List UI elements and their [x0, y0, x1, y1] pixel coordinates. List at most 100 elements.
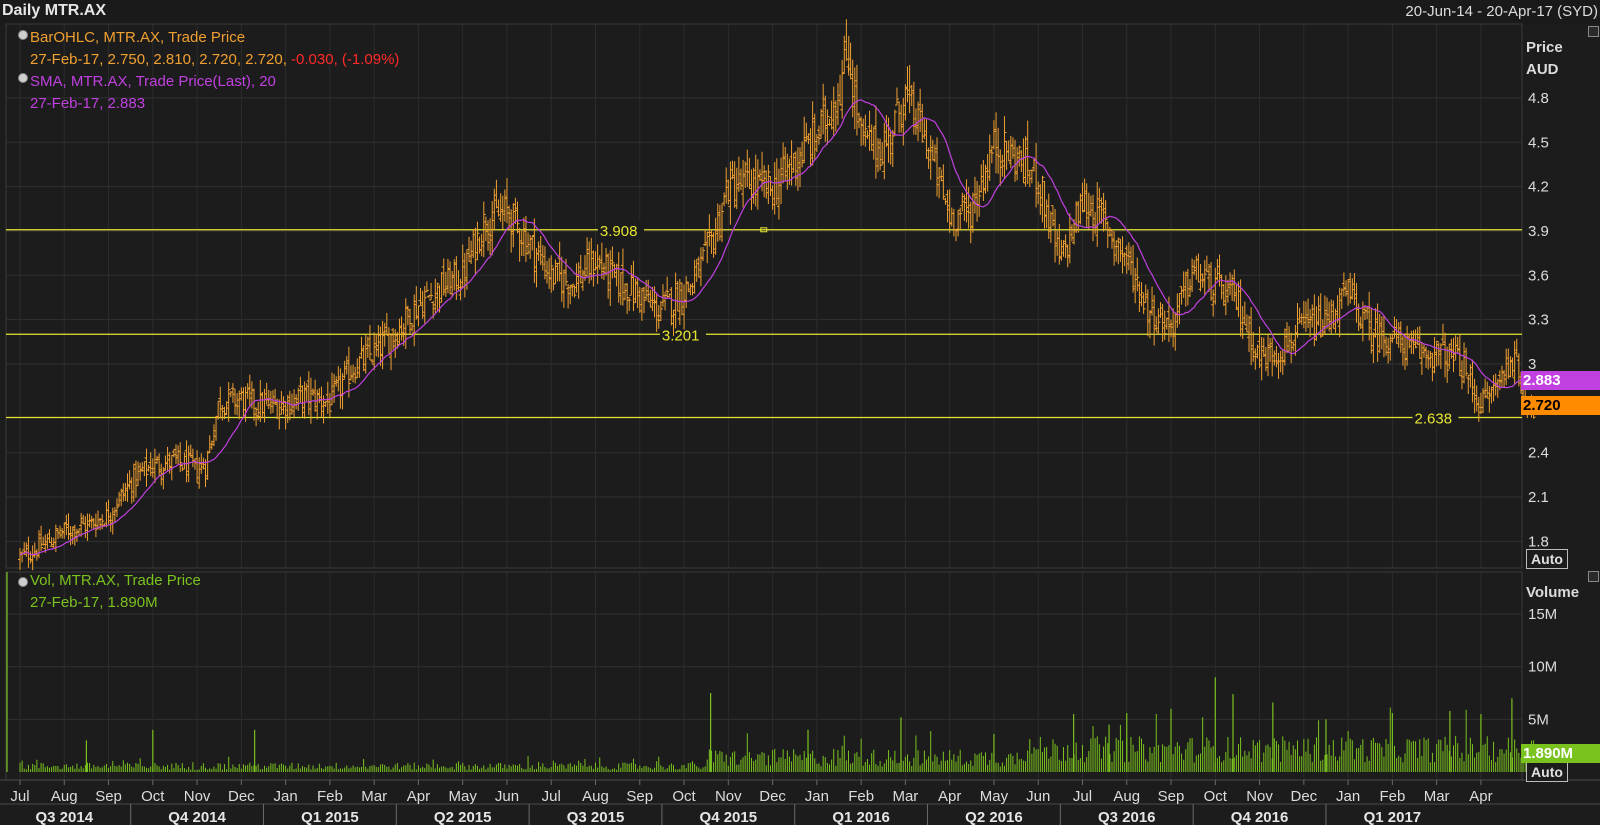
quarter-label: Q2 2015 — [434, 809, 492, 825]
chart-title: Daily MTR.AX — [2, 2, 107, 19]
legend-ohlc-values: 27-Feb-17, 2.750, 2.810, 2.720, 2.720, -… — [30, 51, 399, 68]
price-tick-label: 3 — [1528, 356, 1536, 373]
legend-sma-dot[interactable] — [18, 73, 28, 83]
month-label: Mar — [1424, 788, 1450, 805]
month-label: Mar — [892, 788, 918, 805]
month-label: Feb — [1379, 788, 1405, 805]
month-label: Oct — [672, 788, 696, 805]
legend-ohlc-change: -0.030, (-1.09%) — [291, 51, 400, 68]
horizontal-line-label-bg — [1412, 408, 1459, 427]
volume-tick-label: 15M — [1528, 606, 1557, 623]
month-label: Mar — [361, 788, 387, 805]
quarter-label: Q1 2017 — [1364, 809, 1422, 825]
horizontal-line-label: 2.638 — [1415, 411, 1453, 428]
month-label: Aug — [51, 788, 78, 805]
price-tick-label: 3.3 — [1528, 312, 1549, 329]
quarter-label: Q4 2014 — [168, 809, 226, 825]
date-range: 20-Jun-14 - 20-Apr-17 (SYD) — [1405, 3, 1598, 20]
month-label: Sep — [1158, 788, 1185, 805]
horizontal-line-label: 3.201 — [662, 327, 700, 344]
price-tick-label: 3.6 — [1528, 267, 1549, 284]
sma-line — [19, 99, 1548, 556]
month-label: Sep — [95, 788, 122, 805]
month-label: Aug — [582, 788, 609, 805]
month-label: Dec — [759, 788, 786, 805]
month-label: Apr — [938, 788, 961, 805]
chart-frames — [0, 23, 1600, 805]
quarter-label: Q1 2016 — [832, 809, 890, 825]
month-label: Aug — [1113, 788, 1140, 805]
price-tick-label: 2.4 — [1528, 445, 1549, 462]
price-tick-label: 3.9 — [1528, 223, 1549, 240]
legend-vol-title: Vol, MTR.AX, Trade Price — [30, 572, 201, 589]
quarter-label: Q2 2016 — [965, 809, 1023, 825]
volume-grid — [6, 572, 1522, 780]
price-grid — [6, 24, 1522, 568]
month-label: Nov — [715, 788, 742, 805]
month-label: Oct — [141, 788, 165, 805]
ohlc-bars — [18, 19, 1536, 571]
month-label: Nov — [184, 788, 211, 805]
price-pane-frame — [5, 23, 1523, 569]
volume-pane-collapse-button[interactable] — [1588, 571, 1599, 582]
x-axis: Jul Aug Sep Oct Nov Dec Jan Feb Mar Apr May Jun Jul A… — [10, 780, 1493, 825]
month-label: Nov — [1246, 788, 1273, 805]
legend-vol-dot[interactable] — [18, 577, 28, 587]
last-price-tag: 2.720 — [1521, 396, 1600, 416]
month-label: Feb — [848, 788, 874, 805]
month-label: Dec — [228, 788, 255, 805]
price-axis-title: Price — [1526, 39, 1563, 56]
volume-tick-label: 5M — [1528, 711, 1549, 728]
line-handle — [760, 227, 768, 233]
volume-pane-frame — [5, 571, 1523, 781]
month-label: Jul — [542, 788, 561, 805]
legend-ohlc-title: BarOHLC, MTR.AX, Trade Price — [30, 29, 246, 46]
month-label: Jul — [1073, 788, 1092, 805]
quarter-label: Q3 2016 — [1098, 809, 1156, 825]
legend-sma-title: SMA, MTR.AX, Trade Price(Last), 20 — [30, 73, 276, 90]
price-tick-label: 4.5 — [1528, 134, 1549, 151]
price-auto-scale-button[interactable]: Auto — [1526, 549, 1568, 569]
horizontal-line-label-bg — [659, 325, 706, 344]
price-tick-label: 4.2 — [1528, 179, 1549, 196]
month-label: Apr — [1469, 788, 1492, 805]
month-label: Apr — [407, 788, 430, 805]
month-label: May — [449, 788, 478, 805]
quarter-label: Q3 2014 — [35, 809, 93, 825]
price-tick-label: 4.8 — [1528, 90, 1549, 107]
month-label: Jul — [10, 788, 29, 805]
month-label: Jan — [274, 788, 298, 805]
horizontal-line-label: 3.908 — [600, 223, 638, 240]
legend-vol-values: 27-Feb-17, 1.890M — [30, 594, 158, 611]
quarter-label: Q4 2015 — [700, 809, 758, 825]
price-axis-currency: AUD — [1526, 61, 1559, 78]
sma-line — [19, 99, 1548, 556]
sma-value-tag: 2.883 — [1521, 371, 1600, 391]
month-label: Oct — [1204, 788, 1228, 805]
quarter-label: Q4 2016 — [1231, 809, 1289, 825]
month-label: Jan — [805, 788, 829, 805]
y-axis-ticks: 1.8 2.1 2.4 3 3.3 3.6 3.9 4.2 4.5 4.8 5M 10M 15M — [1528, 90, 1557, 728]
price-tick-label: 1.8 — [1528, 533, 1549, 550]
month-label: Feb — [317, 788, 343, 805]
legend-ohlc-ohlc: 27-Feb-17, 2.750, 2.810, 2.720, 2.720, — [30, 51, 287, 68]
legend-ohlc-dot[interactable] — [18, 30, 28, 40]
volume-tick-label: 10M — [1528, 659, 1557, 676]
price-pane-collapse-button[interactable] — [1588, 26, 1599, 37]
legend-sma-values: 27-Feb-17, 2.883 — [30, 95, 146, 112]
volume-auto-scale-button[interactable]: Auto — [1526, 762, 1568, 782]
month-label: Dec — [1290, 788, 1317, 805]
price-tick-label: 2.1 — [1528, 489, 1549, 506]
quarter-label: Q1 2015 — [301, 809, 359, 825]
horizontal-line-label-bg — [597, 220, 644, 239]
volume-axis-title: Volume — [1526, 584, 1580, 601]
volume-bars — [6, 572, 1535, 772]
month-label: May — [980, 788, 1009, 805]
month-label: Jun — [495, 788, 519, 805]
title-bar: Daily MTR.AX 20-Jun-14 - 20-Apr-17 (SYD) — [0, 0, 1600, 24]
month-label: Jan — [1336, 788, 1360, 805]
quarter-label: Q3 2015 — [567, 809, 625, 825]
volume-value-tag: 1.890M — [1521, 744, 1600, 764]
month-label: Jun — [1026, 788, 1050, 805]
